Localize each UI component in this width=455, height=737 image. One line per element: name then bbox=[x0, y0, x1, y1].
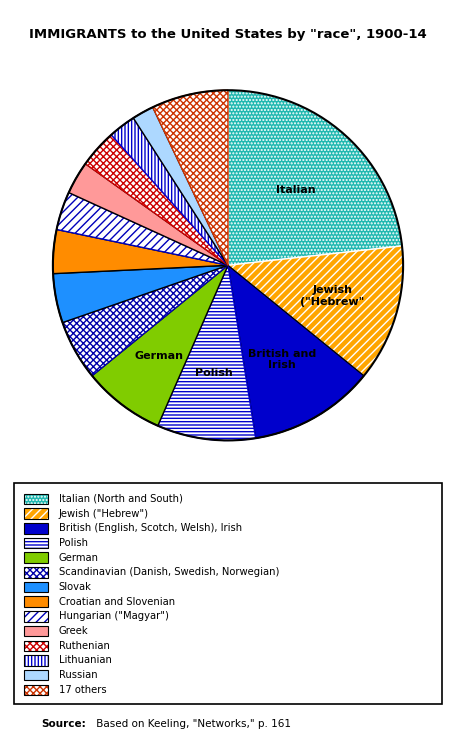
Bar bbox=[25, 553, 48, 563]
Wedge shape bbox=[69, 164, 228, 265]
Bar bbox=[25, 494, 48, 504]
Text: Italian (North and South): Italian (North and South) bbox=[59, 494, 182, 504]
Bar bbox=[25, 538, 48, 548]
Bar bbox=[25, 611, 48, 622]
Bar bbox=[25, 538, 48, 548]
Text: German: German bbox=[59, 553, 98, 562]
Text: Jewish ("Hebrew"): Jewish ("Hebrew") bbox=[59, 509, 148, 519]
Bar bbox=[25, 640, 48, 651]
Text: British and
Irish: British and Irish bbox=[248, 349, 316, 370]
Wedge shape bbox=[111, 118, 228, 265]
Bar bbox=[25, 553, 48, 563]
Text: Ruthenian: Ruthenian bbox=[59, 640, 109, 651]
Bar bbox=[25, 509, 48, 519]
FancyBboxPatch shape bbox=[14, 483, 441, 704]
Wedge shape bbox=[228, 90, 401, 265]
Text: Source:: Source: bbox=[41, 719, 86, 730]
Wedge shape bbox=[152, 90, 228, 265]
Bar bbox=[25, 670, 48, 680]
Bar bbox=[25, 685, 48, 695]
Bar bbox=[25, 523, 48, 534]
Bar bbox=[25, 567, 48, 578]
Text: 17 others: 17 others bbox=[59, 685, 106, 695]
Title: IMMIGRANTS to the United States by "race", 1900-14: IMMIGRANTS to the United States by "race… bbox=[29, 28, 426, 41]
Wedge shape bbox=[133, 107, 228, 265]
Text: German: German bbox=[134, 351, 183, 361]
Text: Polish: Polish bbox=[195, 368, 233, 378]
Text: Polish: Polish bbox=[59, 538, 87, 548]
Bar bbox=[25, 581, 48, 593]
Text: Slovak: Slovak bbox=[59, 582, 91, 592]
Bar bbox=[25, 494, 48, 504]
Text: Italian: Italian bbox=[275, 185, 315, 195]
Wedge shape bbox=[62, 265, 228, 376]
Bar bbox=[25, 596, 48, 607]
Bar bbox=[25, 581, 48, 593]
Wedge shape bbox=[53, 229, 228, 273]
Bar bbox=[25, 523, 48, 534]
Bar bbox=[25, 611, 48, 622]
Text: Greek: Greek bbox=[59, 626, 88, 636]
Text: Hungarian ("Magyar"): Hungarian ("Magyar") bbox=[59, 612, 168, 621]
Bar bbox=[25, 670, 48, 680]
Bar bbox=[25, 596, 48, 607]
Wedge shape bbox=[157, 265, 255, 441]
Wedge shape bbox=[85, 135, 228, 265]
Bar bbox=[25, 567, 48, 578]
Bar bbox=[25, 640, 48, 651]
Bar bbox=[25, 626, 48, 636]
Text: Jewish
("Hebrew": Jewish ("Hebrew" bbox=[299, 285, 364, 307]
Text: Croatian and Slovenian: Croatian and Slovenian bbox=[59, 597, 174, 607]
Wedge shape bbox=[56, 192, 228, 265]
Text: Lithuanian: Lithuanian bbox=[59, 655, 111, 666]
Text: British (English, Scotch, Welsh), Irish: British (English, Scotch, Welsh), Irish bbox=[59, 523, 241, 534]
Bar bbox=[25, 626, 48, 636]
Bar bbox=[25, 509, 48, 519]
Text: Russian: Russian bbox=[59, 670, 97, 680]
Text: Scandinavian (Danish, Swedish, Norwegian): Scandinavian (Danish, Swedish, Norwegian… bbox=[59, 567, 278, 577]
Wedge shape bbox=[228, 246, 402, 376]
Bar bbox=[25, 655, 48, 666]
Bar bbox=[25, 655, 48, 666]
Bar bbox=[25, 685, 48, 695]
Wedge shape bbox=[53, 265, 228, 323]
Wedge shape bbox=[228, 265, 363, 439]
Text: Based on Keeling, "Networks," p. 161: Based on Keeling, "Networks," p. 161 bbox=[93, 719, 291, 730]
Wedge shape bbox=[92, 265, 228, 426]
